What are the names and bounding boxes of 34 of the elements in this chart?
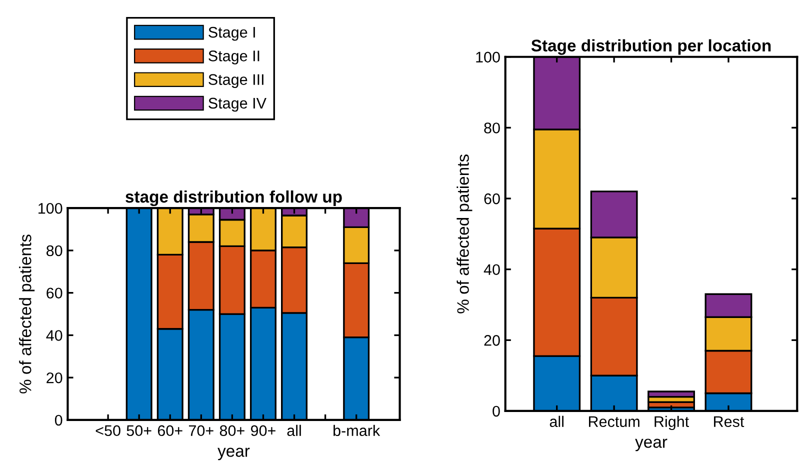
x-tick-label: all xyxy=(287,424,301,436)
y-tick-label: 40 xyxy=(484,264,500,276)
y-axis-title: % of affected patients xyxy=(19,234,35,394)
y-tick-label: 0 xyxy=(54,414,62,426)
x-tick-label: Rectum xyxy=(588,416,640,428)
y-tick-label: 100 xyxy=(38,202,62,214)
x-tick-label: 60+ xyxy=(158,425,182,436)
y-tick-label: 80 xyxy=(46,245,62,256)
chart-title: Stage distribution per location xyxy=(531,39,771,55)
y-tick-label: 20 xyxy=(484,335,500,346)
x-axis-title: year xyxy=(218,448,250,460)
x-tick-label: b-mark xyxy=(334,424,380,436)
y-tick-label: 100 xyxy=(476,52,500,63)
legend-label: Stage I xyxy=(208,26,255,41)
y-axis-title: % of affected patients xyxy=(456,154,472,314)
x-tick-label: 90+ xyxy=(250,425,276,436)
y-tick-label: 80 xyxy=(484,122,500,134)
x-tick-label: Rest xyxy=(714,416,744,428)
x-tick-label: 80+ xyxy=(220,425,244,436)
y-tick-label: 60 xyxy=(484,193,500,204)
legend-label: Stage II xyxy=(208,50,260,64)
y-tick-label: 0 xyxy=(492,406,500,417)
y-tick-label: 60 xyxy=(46,288,62,299)
y-tick-label: 20 xyxy=(46,372,62,384)
x-tick-label: <50 xyxy=(96,425,120,436)
y-tick-label: 40 xyxy=(46,330,62,341)
x-tick-label: 50+ xyxy=(126,425,152,436)
legend-label: Stage III xyxy=(208,74,264,88)
x-tick-label: Right xyxy=(654,416,689,430)
x-tick-label: 70+ xyxy=(188,425,214,436)
legend-label: Stage IV xyxy=(208,98,266,112)
chart-title: stage distribution follow up xyxy=(126,190,342,206)
x-axis-title: year xyxy=(635,438,668,452)
x-tick-label: all xyxy=(550,416,564,428)
